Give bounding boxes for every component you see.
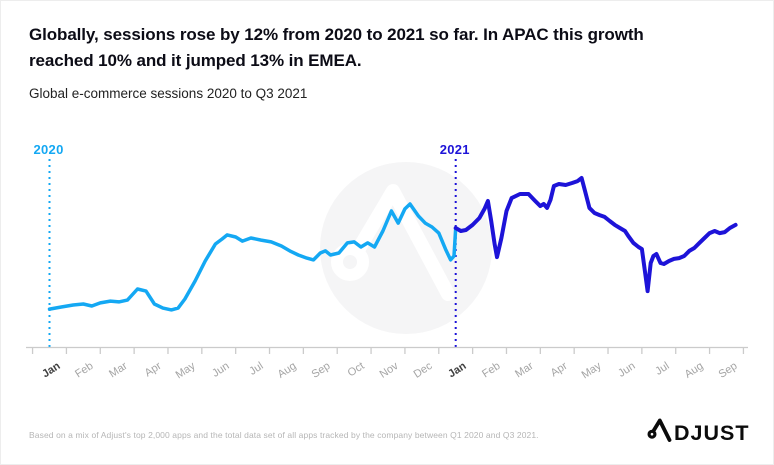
title-line-2: reached 10% and it jumped 13% in EMEA.: [29, 51, 362, 70]
series-line-2021: [453, 176, 738, 294]
chart-subtitle: Global e-commerce sessions 2020 to Q3 20…: [29, 86, 308, 101]
adjust-logo-watermark-icon: [320, 162, 492, 334]
adjust-logo: DJUST: [647, 418, 749, 445]
source-note: Based on a mix of Adjust's top 2,000 app…: [29, 430, 539, 440]
year-annotation-2021: 2021: [439, 142, 470, 157]
adjust-logo-a-icon: [647, 418, 672, 442]
title-line-1: Globally, sessions rose by 12% from 2020…: [29, 25, 644, 44]
page-title: Globally, sessions rose by 12% from 2020…: [29, 22, 709, 74]
series-line-2020: [47, 202, 458, 312]
year-annotation-2020: 2020: [33, 142, 64, 157]
adjust-logo-text: DJUST: [674, 421, 749, 445]
